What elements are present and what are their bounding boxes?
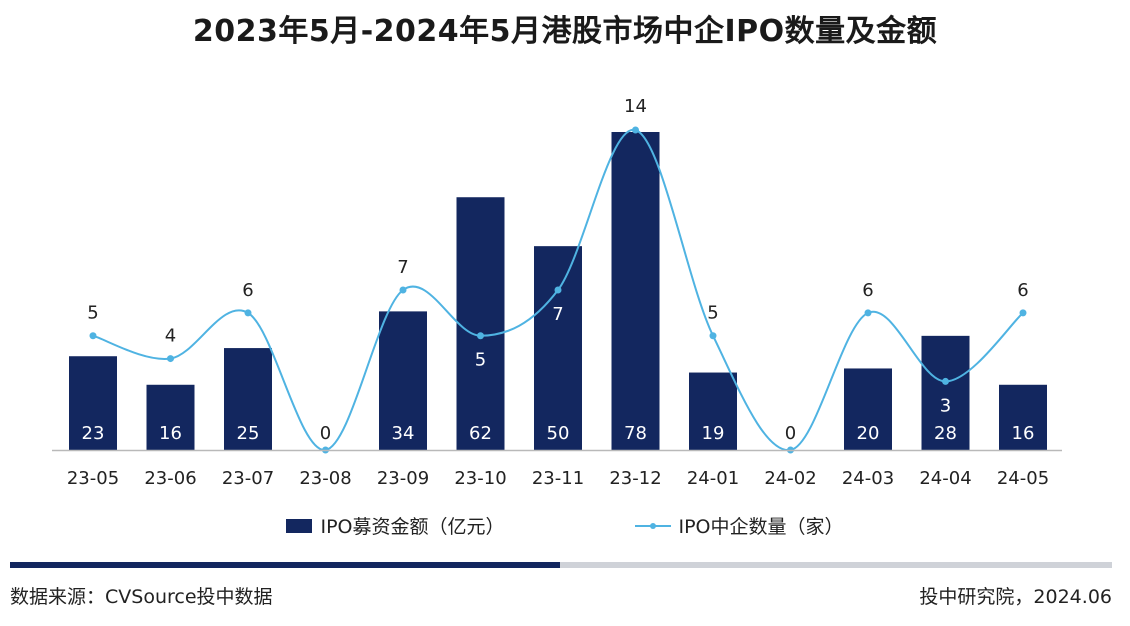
count-point-23-06 — [167, 355, 174, 363]
count-value-label: 3 — [940, 395, 951, 416]
bar-23-11 — [534, 246, 582, 450]
count-point-24-01 — [709, 332, 717, 340]
bar-23-09 — [379, 311, 427, 450]
count-point-23-12 — [632, 126, 639, 134]
count-value-label: 6 — [862, 280, 873, 301]
count-value-label: 5 — [475, 350, 486, 371]
bar-value-label: 78 — [624, 423, 647, 444]
chart-legend: IPO募资金额（亿元） IPO中企数量（家） — [0, 512, 1130, 539]
footer-divider-accent — [10, 562, 560, 568]
count-point-23-11 — [554, 286, 562, 294]
bar-23-07 — [224, 348, 272, 450]
legend-item-line[interactable]: IPO中企数量（家） — [634, 512, 844, 539]
count-value-label: 14 — [624, 96, 647, 117]
count-value-label: 5 — [707, 303, 718, 324]
count-value-label: 7 — [552, 304, 563, 325]
bar-24-01 — [689, 372, 737, 450]
chart-plot: 23 16 25 0 34 62 50 78 19 0 20 28 16 5 4 6 7 5 7 14 5 6 3 6 23-… — [52, 96, 1062, 489]
bar-23-10 — [456, 197, 505, 450]
x-tick-label: 24-02 — [764, 468, 816, 489]
footer-credit: 投中研究院，2024.06 — [919, 586, 1112, 608]
bar-value-label: 16 — [159, 423, 182, 444]
bar-value-label: 50 — [547, 423, 570, 444]
count-point-23-07 — [244, 309, 252, 317]
count-point-23-09 — [399, 286, 407, 294]
x-tick-label: 24-04 — [919, 468, 971, 489]
line-layer — [89, 126, 1027, 454]
x-tick-label: 24-03 — [842, 468, 894, 489]
bar-24-05 — [999, 384, 1047, 450]
bar-value-label: 20 — [857, 423, 880, 444]
x-tick-label: 23-06 — [144, 468, 196, 489]
bars-layer — [69, 132, 1047, 450]
bar-23-06 — [146, 384, 195, 450]
x-tick-label: 23-08 — [299, 468, 351, 489]
count-value-label: 7 — [397, 257, 408, 278]
x-tick-label: 24-05 — [997, 468, 1049, 489]
x-tick-label: 24-01 — [687, 468, 739, 489]
bar-value-label: 23 — [82, 423, 105, 444]
bar-value-label: 16 — [1012, 423, 1035, 444]
footer-source: 数据来源：CVSource投中数据 — [10, 586, 273, 608]
x-tick-label: 23-07 — [222, 468, 274, 489]
legend-line-swatch — [634, 519, 671, 533]
count-value-label: 6 — [1017, 280, 1028, 301]
count-point-24-03 — [864, 309, 872, 317]
legend-bar-label: IPO募资金额（亿元） — [320, 516, 505, 538]
bar-value-label: 34 — [392, 423, 415, 444]
count-value-label: 4 — [165, 326, 176, 347]
legend-bar-swatch — [286, 518, 313, 533]
bar-value-label: 19 — [702, 423, 725, 444]
bar-value-label: 0 — [785, 423, 796, 444]
bar-24-04 — [921, 335, 970, 450]
bar-23-12 — [611, 132, 660, 450]
count-value-label: 6 — [242, 280, 253, 301]
chart-title: 2023年5月-2024年5月港股市场中企IPO数量及金额 — [192, 14, 938, 49]
legend-line-label: IPO中企数量（家） — [678, 516, 844, 538]
x-tick-label: 23-12 — [609, 468, 661, 489]
footer-divider — [10, 562, 1112, 568]
axis-layer: 23-05 23-06 23-07 23-08 23-09 23-10 23-11 23-12… — [52, 449, 1062, 489]
count-point-24-05 — [1019, 309, 1027, 317]
x-tick-label: 23-11 — [532, 468, 584, 489]
count-point-23-10 — [477, 332, 484, 340]
x-tick-label: 23-10 — [454, 468, 506, 489]
count-point-24-04 — [942, 377, 949, 385]
count-value-label: 5 — [87, 303, 98, 324]
labels-layer: 23 16 25 0 34 62 50 78 19 0 20 28 16 5 4 6 7 5 7 14 5 6 3 6 — [82, 96, 1035, 444]
bar-value-label: 28 — [934, 423, 957, 444]
x-tick-label: 23-09 — [377, 468, 429, 489]
bar-23-05 — [69, 356, 117, 450]
count-line — [92, 128, 1024, 452]
x-tick-label: 23-05 — [67, 468, 119, 489]
bar-value-label: 62 — [469, 423, 492, 444]
count-point-23-05 — [89, 332, 97, 340]
bar-value-label: 25 — [237, 423, 260, 444]
bar-value-label: 0 — [320, 423, 331, 444]
legend-item-bar[interactable]: IPO募资金额（亿元） — [286, 512, 505, 539]
bar-24-03 — [844, 368, 892, 450]
